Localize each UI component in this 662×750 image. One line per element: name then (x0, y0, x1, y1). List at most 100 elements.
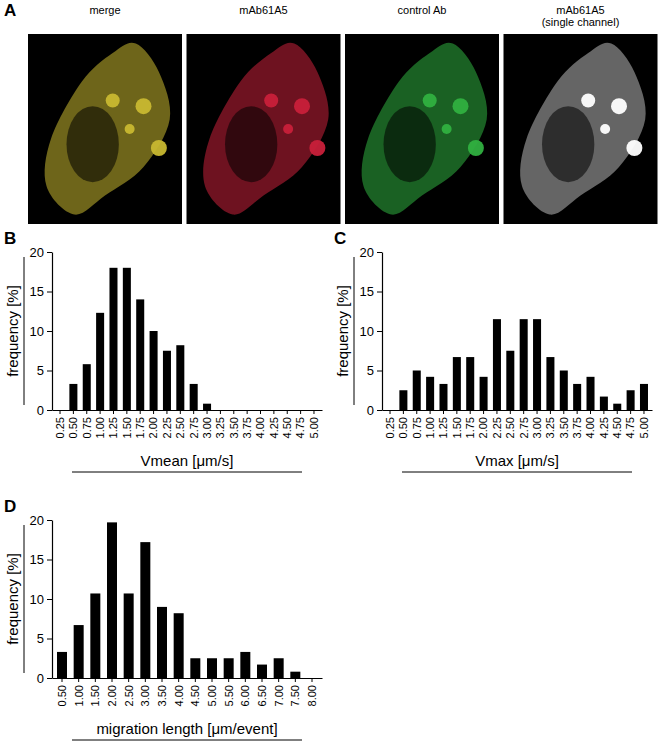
tick-mark (126, 410, 127, 414)
histogram: 0.250.500.751.001.251.501.752.002.252.50… (334, 245, 653, 472)
decoration (354, 257, 355, 405)
panel-label: D (4, 497, 16, 516)
y-axis: 05101520 (30, 245, 53, 418)
axis-line (383, 410, 653, 411)
image-background (345, 34, 499, 224)
bar (613, 404, 621, 410)
bar (136, 299, 144, 410)
vesicle (611, 98, 627, 114)
decoration (72, 740, 302, 741)
bars (399, 319, 648, 410)
bar (546, 357, 554, 410)
tick-label: 0 (37, 671, 44, 686)
tick-label: 1.75 (134, 417, 146, 438)
x-axis: 0.501.001.502.002.503.003.504.004.505.00… (53, 678, 323, 706)
tick-mark (643, 410, 644, 414)
tick: 10 (30, 324, 52, 339)
vesicle (125, 124, 135, 134)
image-title: merge (89, 4, 120, 16)
tick-label: 0.25 (384, 417, 396, 438)
tick: 1.00 (424, 410, 436, 438)
tick: 5 (37, 631, 52, 646)
tick: 7.00 (273, 678, 285, 706)
axis-line (382, 253, 383, 411)
tick: 15 (30, 552, 52, 567)
bar (96, 313, 104, 410)
tick-label: 6.00 (239, 685, 251, 706)
axis-line (52, 253, 53, 411)
tick-mark (47, 292, 52, 293)
tick-label: 0 (37, 403, 44, 418)
bar (439, 384, 447, 410)
tick-mark (95, 678, 96, 682)
axis-line (53, 678, 323, 679)
tick: 8.00 (306, 678, 318, 706)
tick: 1.00 (94, 410, 106, 438)
bar (520, 319, 528, 410)
tick-mark (73, 410, 74, 414)
tick-mark (523, 410, 524, 414)
nucleus (225, 106, 277, 182)
tick-label: 0 (367, 403, 374, 418)
tick-label: 5.50 (223, 685, 235, 706)
tick: 4.00 (584, 410, 596, 438)
vesicle (423, 94, 437, 108)
bar (140, 542, 150, 678)
micrograph (345, 34, 499, 224)
vesicle (264, 94, 278, 108)
bar (190, 658, 200, 678)
tick: 0 (37, 403, 52, 418)
panel-label: B (4, 229, 16, 248)
tick-mark (456, 410, 457, 414)
tick: 0.25 (54, 410, 66, 438)
bar (560, 371, 568, 411)
tick: 10 (30, 592, 52, 607)
image-background (28, 34, 182, 224)
cell (45, 43, 171, 215)
tick-mark (603, 410, 604, 414)
tick-mark (207, 410, 208, 414)
tick: 2.25 (161, 410, 173, 438)
tick-label: 3.00 (531, 417, 543, 438)
panel-label: C (334, 229, 346, 248)
tick-mark (47, 252, 52, 253)
tick-label: 2.50 (174, 417, 186, 438)
tick: 2.00 (147, 410, 159, 438)
tick-label: 1.25 (437, 417, 449, 438)
tick: 4.00 (173, 678, 185, 706)
tick-label: 0.50 (397, 417, 409, 438)
tick-label: 4.50 (281, 417, 293, 438)
tick-mark (260, 410, 261, 414)
tick: 4.00 (254, 410, 266, 438)
image-title: (single channel) (542, 16, 620, 28)
vesicle (626, 140, 642, 156)
tick-mark (300, 410, 301, 414)
vesicle (283, 124, 293, 134)
axis-title: frequency [%] (4, 553, 21, 645)
tick-label: 7.00 (273, 685, 285, 706)
tick-label: 3.75 (571, 417, 583, 438)
axis-line (53, 410, 323, 411)
tick: 1.25 (437, 410, 449, 438)
tick: 4.50 (611, 410, 623, 438)
tick: 5.00 (308, 410, 320, 438)
tick-label: 20 (30, 245, 44, 260)
tick-label: 2.00 (477, 417, 489, 438)
tick: 3.25 (214, 410, 226, 438)
bar (240, 652, 250, 678)
tick: 6.00 (239, 678, 251, 706)
micrograph (28, 34, 182, 224)
bar (533, 319, 541, 410)
tick-mark (86, 410, 87, 414)
tick: 4.25 (268, 410, 280, 438)
tick-label: 10 (30, 592, 44, 607)
tick-label: 6.50 (256, 685, 268, 706)
nucleus (67, 106, 119, 182)
tick: 20 (360, 245, 382, 260)
vesicle (136, 98, 152, 114)
tick-mark (273, 410, 274, 414)
bar (90, 593, 100, 678)
tick-label: 0.75 (411, 417, 423, 438)
tick: 1.75 (464, 410, 476, 438)
bar (107, 522, 117, 678)
